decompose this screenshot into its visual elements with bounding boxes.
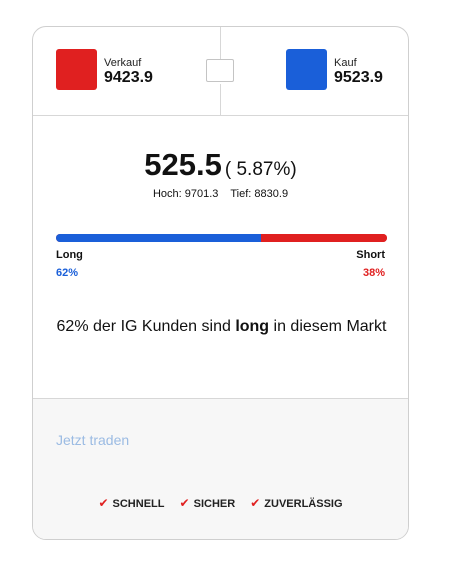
change-value: 525.5 [144,147,222,182]
high-value: Hoch: 9701.3 [152,188,219,200]
cta-section: Jetzt traden ✔ SCHNELL ✔ SICHER ✔ ZUVERLÄSS… [33,398,408,539]
sentiment-summary: 62% der IG Kunden sind long in diesem Ma… [53,314,390,340]
sell-label: Verkauf [104,57,142,69]
short-label: Short [356,249,385,261]
divider [220,84,221,115]
check-icon: ✔ [179,496,190,510]
feature-label: SCHNELL [112,498,165,510]
trade-now-link[interactable]: Jetzt traden [56,432,130,448]
sell-price: 9423.9 [104,69,153,86]
sentiment-short-fill [261,234,387,242]
change-percent: ( 5.87%) [224,159,297,180]
feature-item: ✔ SICHER [180,496,236,510]
feature-label: ZUVERLÄSSIG [264,498,343,510]
long-label: Long [56,249,83,261]
sentiment-bar [56,234,387,242]
feature-label: SICHER [193,498,236,510]
features-row: ✔ SCHNELL ✔ SICHER ✔ ZUVERLÄSSIG [33,496,408,510]
buy-label: Kauf [334,57,357,69]
price-change: 525.5( 5.87%) [33,147,408,183]
low-value: Tief: 8830.9 [230,188,289,200]
check-icon: ✔ [98,496,109,510]
price-bar: Verkauf 9423.9 Kauf 9523.9 [33,27,408,116]
feature-item: ✔ ZUVERLÄSSIG [250,496,342,510]
buy-button[interactable] [286,49,327,90]
divider [220,27,221,60]
long-percent: 62% [56,267,79,279]
sentiment-text-bold: long [235,318,270,335]
buy-price: 9523.9 [334,69,383,86]
sentiment-text-suffix: in diesem Markt [269,318,387,335]
short-percent: 38% [362,267,385,279]
sentiment-text-prefix: 62% der IG Kunden sind [56,318,236,335]
high-low-line: Hoch: 9701.3 Tief: 8830.9 [33,188,408,200]
sell-button[interactable] [56,49,97,90]
sentiment-long-fill [56,234,262,242]
center-toggle-box[interactable] [206,59,234,82]
market-widget-card: Verkauf 9423.9 Kauf 9523.9 525.5( 5.87%)… [32,26,409,540]
check-icon: ✔ [250,496,261,510]
feature-item: ✔ SCHNELL [98,496,164,510]
